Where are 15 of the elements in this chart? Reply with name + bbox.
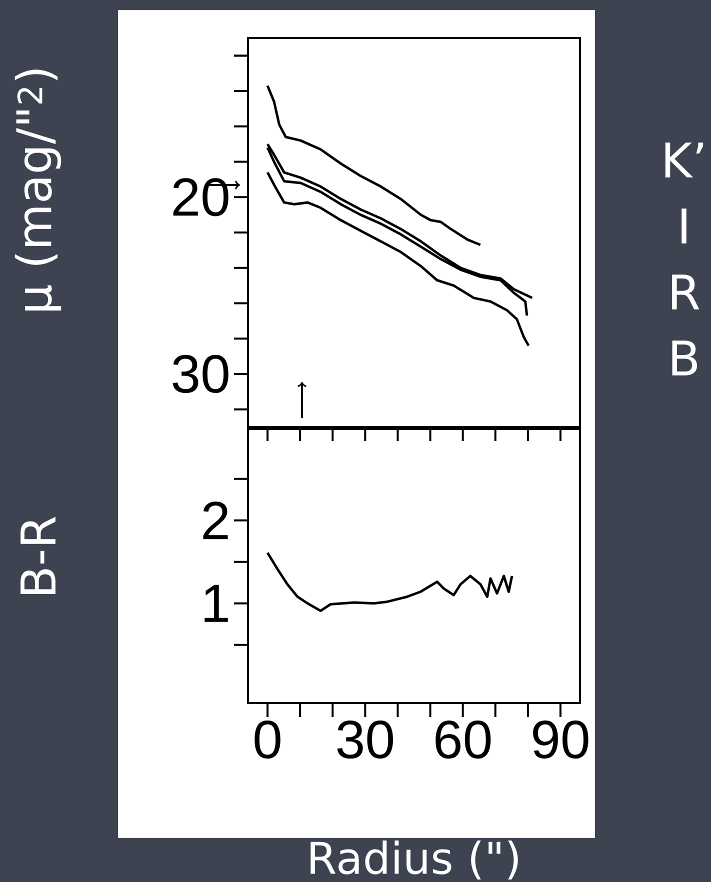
x-tick-label: 0	[254, 720, 280, 759]
text: K’	[665, 142, 704, 178]
text: B	[672, 340, 698, 376]
x-tick-label: 30	[337, 720, 393, 759]
x-tick-label: 90	[533, 720, 588, 759]
text: R	[672, 274, 700, 310]
x-tick-label: 60	[436, 720, 491, 759]
y-axis-title: μ (mag/"$^{2}$)	[14, 70, 62, 310]
y-axis-title: B-R	[20, 516, 56, 594]
y-tick-label: 2	[203, 502, 228, 540]
y-tick-label: 30	[172, 354, 228, 394]
y-tick-label: 1	[204, 584, 228, 622]
text: I	[682, 208, 686, 244]
x-axis-title: Radius (")	[310, 840, 518, 880]
y-tick-label: 20	[173, 178, 228, 216]
